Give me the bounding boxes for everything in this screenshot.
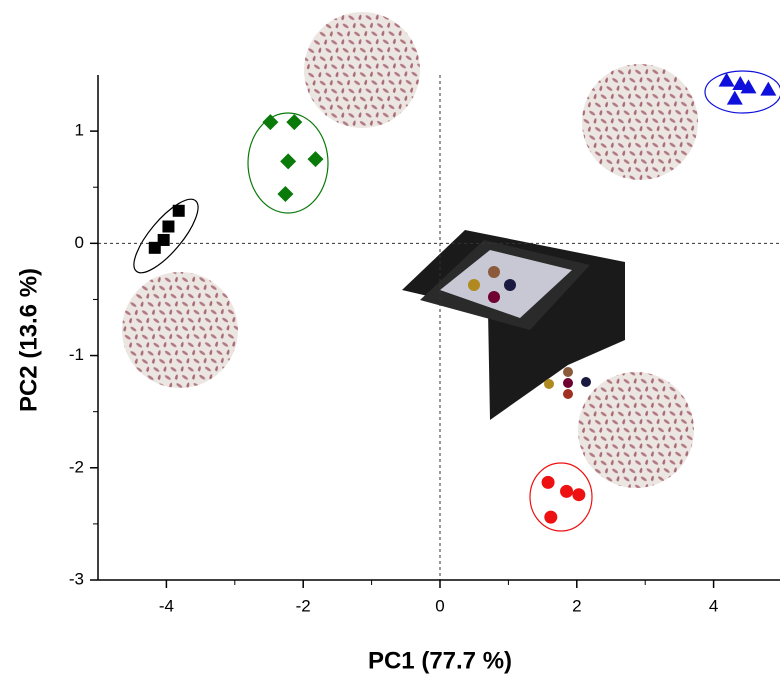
x-tick-label: 0: [435, 596, 444, 615]
point: [262, 114, 279, 131]
point: [307, 151, 324, 168]
cluster-ellipse: [529, 462, 593, 532]
y-tick-label: -2: [69, 457, 84, 476]
device-dot: [504, 279, 516, 291]
y-tick-label: 1: [75, 121, 84, 140]
point: [286, 114, 303, 131]
y-axis-title: PC2 (13.6 %): [15, 268, 42, 412]
x-tick-label: -4: [159, 596, 174, 615]
point: [732, 75, 749, 90]
point: [718, 72, 735, 87]
point: [148, 241, 161, 254]
micrograph: [582, 64, 698, 180]
device-dot: [563, 367, 573, 377]
x-tick-label: 4: [709, 596, 718, 615]
point: [277, 185, 294, 202]
point: [280, 153, 297, 170]
cluster-ellipse: [247, 112, 329, 214]
cluster-ellipse: [704, 70, 780, 114]
device-dot: [581, 377, 591, 387]
x-tick-label: -2: [296, 596, 311, 615]
point: [572, 488, 586, 502]
device-dot: [468, 279, 480, 291]
cluster-ellipse: [133, 198, 199, 274]
device-dot: [563, 378, 573, 388]
device-dot: [563, 389, 573, 399]
point: [544, 510, 558, 524]
point: [740, 79, 757, 94]
micrograph: [578, 372, 694, 488]
point: [726, 90, 743, 105]
point: [541, 475, 555, 489]
device-dot: [488, 266, 500, 278]
device-dot: [488, 291, 500, 303]
device: [402, 230, 625, 420]
cluster-ellipses: [133, 70, 780, 532]
micrographs: [122, 12, 698, 488]
y-tick-label: 0: [75, 233, 84, 252]
x-axis-title: PC1 (77.7 %): [368, 647, 512, 674]
y-tick-label: -3: [69, 569, 84, 588]
micrograph: [304, 12, 420, 128]
point: [760, 81, 777, 96]
device-dot: [544, 379, 554, 389]
micrograph: [122, 272, 238, 388]
y-tick-label: -1: [69, 345, 84, 364]
point: [560, 484, 574, 498]
x-tick-label: 2: [572, 596, 581, 615]
point: [172, 204, 185, 217]
point: [162, 220, 175, 233]
